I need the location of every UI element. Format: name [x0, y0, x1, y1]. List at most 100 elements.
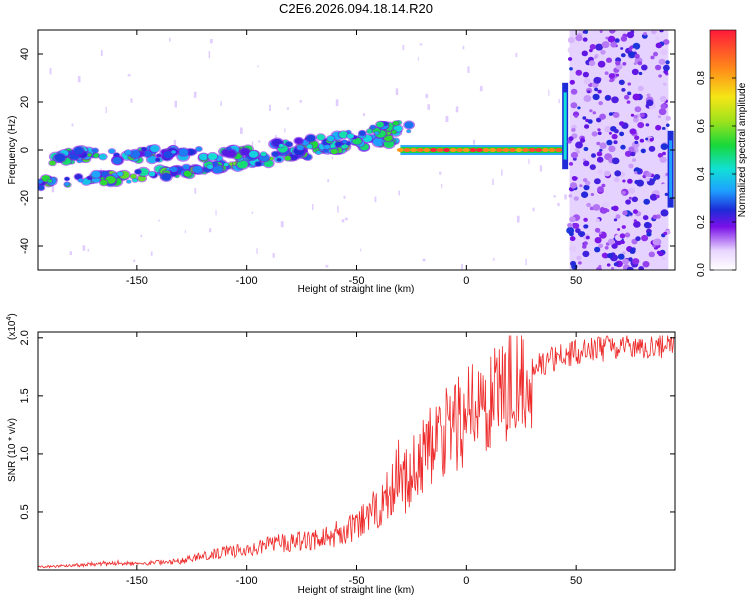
spectrogram-speckle — [174, 100, 177, 108]
spectrogram-noise-cell — [612, 112, 620, 118]
spectrogram-noise-cell — [594, 237, 602, 244]
spectrogram-noise-cell — [602, 201, 610, 209]
spectrogram-cell — [199, 153, 208, 161]
spectrogram-speckle — [462, 45, 465, 50]
spectrogram-noise-cell — [643, 221, 651, 229]
spectrogram-cell — [373, 138, 385, 147]
spectrogram-central-cell — [429, 148, 437, 152]
spectrogram-x-tick-label: -100 — [236, 275, 258, 287]
spectrogram-noise-cell — [569, 245, 577, 252]
spectrogram-noise-cell — [624, 94, 630, 100]
spectrogram-speckle — [516, 215, 520, 223]
spectrogram-noise-cell — [568, 57, 573, 61]
colorbar-tick-label: 0.8 — [696, 71, 707, 85]
spectrogram-speckle — [150, 251, 153, 256]
spectrogram-cell — [112, 157, 122, 164]
spectrogram-noise-cell — [622, 62, 627, 66]
spectrogram-noise-cell — [631, 48, 636, 52]
spectrogram-cell — [125, 150, 132, 155]
spectrogram-cell — [240, 148, 250, 156]
spectrogram-noise-cell — [591, 131, 598, 137]
spectrogram-cell — [392, 121, 399, 126]
spectrogram-noise-cell — [594, 87, 599, 92]
spectrogram-central-cell — [489, 148, 497, 152]
spectrogram-noise-cell — [600, 49, 606, 55]
spectrogram-noise-cell — [597, 89, 602, 94]
spectrogram-noise-cell — [622, 258, 629, 265]
spectrogram-speckle — [133, 259, 136, 263]
spectrogram-noise-cell — [632, 117, 639, 123]
spectrogram-noise-cell — [655, 36, 660, 40]
spectrogram-cell — [178, 148, 189, 156]
spectrogram-noise-cell — [568, 231, 574, 237]
spectrogram-speckle — [251, 211, 254, 214]
spectrogram-speckle — [269, 104, 271, 111]
spectrogram-noise-cell — [659, 95, 667, 103]
spectrogram-noise-cell — [630, 113, 635, 117]
spectrogram-speckle — [479, 86, 483, 92]
spectrogram-speckle — [558, 99, 560, 104]
spectrogram-noise-cell — [594, 56, 598, 59]
spectrogram-noise-cell — [576, 255, 582, 261]
spectrogram-speckle — [395, 88, 399, 96]
spectrogram-noise-cell — [652, 238, 660, 246]
spectrogram-central-cell — [509, 148, 516, 152]
spectrogram-noise-cell — [594, 178, 601, 185]
spectrogram-noise-cell — [570, 102, 578, 109]
spectrogram-noise-cell — [628, 196, 632, 200]
snr-multiplier-close: ) — [7, 313, 18, 316]
spectrogram-noise-cell — [652, 214, 658, 220]
spectrogram-cell — [87, 176, 92, 180]
spectrogram-noise-cell — [606, 57, 612, 63]
spectrogram-noise-cell — [624, 150, 632, 157]
spectrogram-cell — [129, 150, 141, 158]
spectrogram-noise-cell — [620, 47, 624, 50]
spectrogram-speckle — [548, 89, 550, 96]
spectrogram-cell — [404, 121, 414, 129]
spectrogram-speckle — [71, 123, 74, 127]
spectrogram-noise-cell — [599, 148, 603, 152]
spectrogram-cell — [207, 164, 214, 170]
spectrogram-noise-cell — [597, 131, 602, 136]
spectrogram-noise-cell — [641, 234, 649, 242]
spectrogram-noise-cell — [581, 50, 588, 57]
spectrogram-speckle — [360, 248, 362, 252]
spectrogram-central-cell — [502, 148, 510, 152]
spectrogram-speckle — [501, 169, 503, 176]
spectrogram-noise-cell — [610, 267, 615, 270]
spectrogram-noise-cell — [611, 157, 620, 165]
spectrogram-noise-cell — [567, 37, 575, 44]
spectrogram-noise-cell — [597, 60, 606, 68]
spectrogram-noise-cell — [655, 124, 662, 131]
spectrogram-noise-cell — [579, 184, 583, 188]
spectrogram-noise-cell — [587, 90, 591, 94]
spectrogram-y-tick-label: -40 — [19, 238, 31, 254]
spectrogram-noise-cell — [633, 222, 637, 227]
spectrogram-noise-cell — [568, 162, 574, 166]
spectrogram-noise-cell — [596, 141, 601, 146]
spectrogram-noise-cell — [598, 231, 602, 235]
spectrogram-noise-cell — [632, 93, 641, 101]
spectrogram-noise-cell — [634, 106, 642, 113]
spectrogram-central-cell — [423, 148, 431, 152]
spectrogram-noise-cell — [610, 126, 617, 132]
spectrogram-noise-cell — [588, 60, 596, 67]
spectrogram-noise-cell — [589, 44, 596, 50]
spectrogram-speckle — [284, 128, 286, 133]
spectrogram-noise-cell — [643, 32, 647, 36]
spectrogram-noise-cell — [601, 252, 609, 259]
spectrogram-noise-cell — [639, 138, 645, 143]
spectrogram-central-cell — [495, 148, 503, 152]
spectrogram-noise-cell — [636, 169, 641, 173]
spectrogram-noise-cell — [622, 210, 628, 216]
spectrogram-noise-cell — [630, 151, 636, 157]
spectrogram-noise-cell — [604, 71, 609, 75]
spectrogram-noise-cell — [621, 240, 625, 244]
spectrogram-speckle — [158, 219, 160, 222]
spectrogram-noise-cell — [666, 123, 670, 127]
spectrogram-speckle — [127, 74, 131, 77]
spectrogram-noise-cell — [598, 243, 604, 248]
spectrogram-cell — [147, 155, 157, 164]
spectrogram-noise-cell — [659, 30, 664, 33]
spectrogram-speckle — [193, 91, 197, 98]
